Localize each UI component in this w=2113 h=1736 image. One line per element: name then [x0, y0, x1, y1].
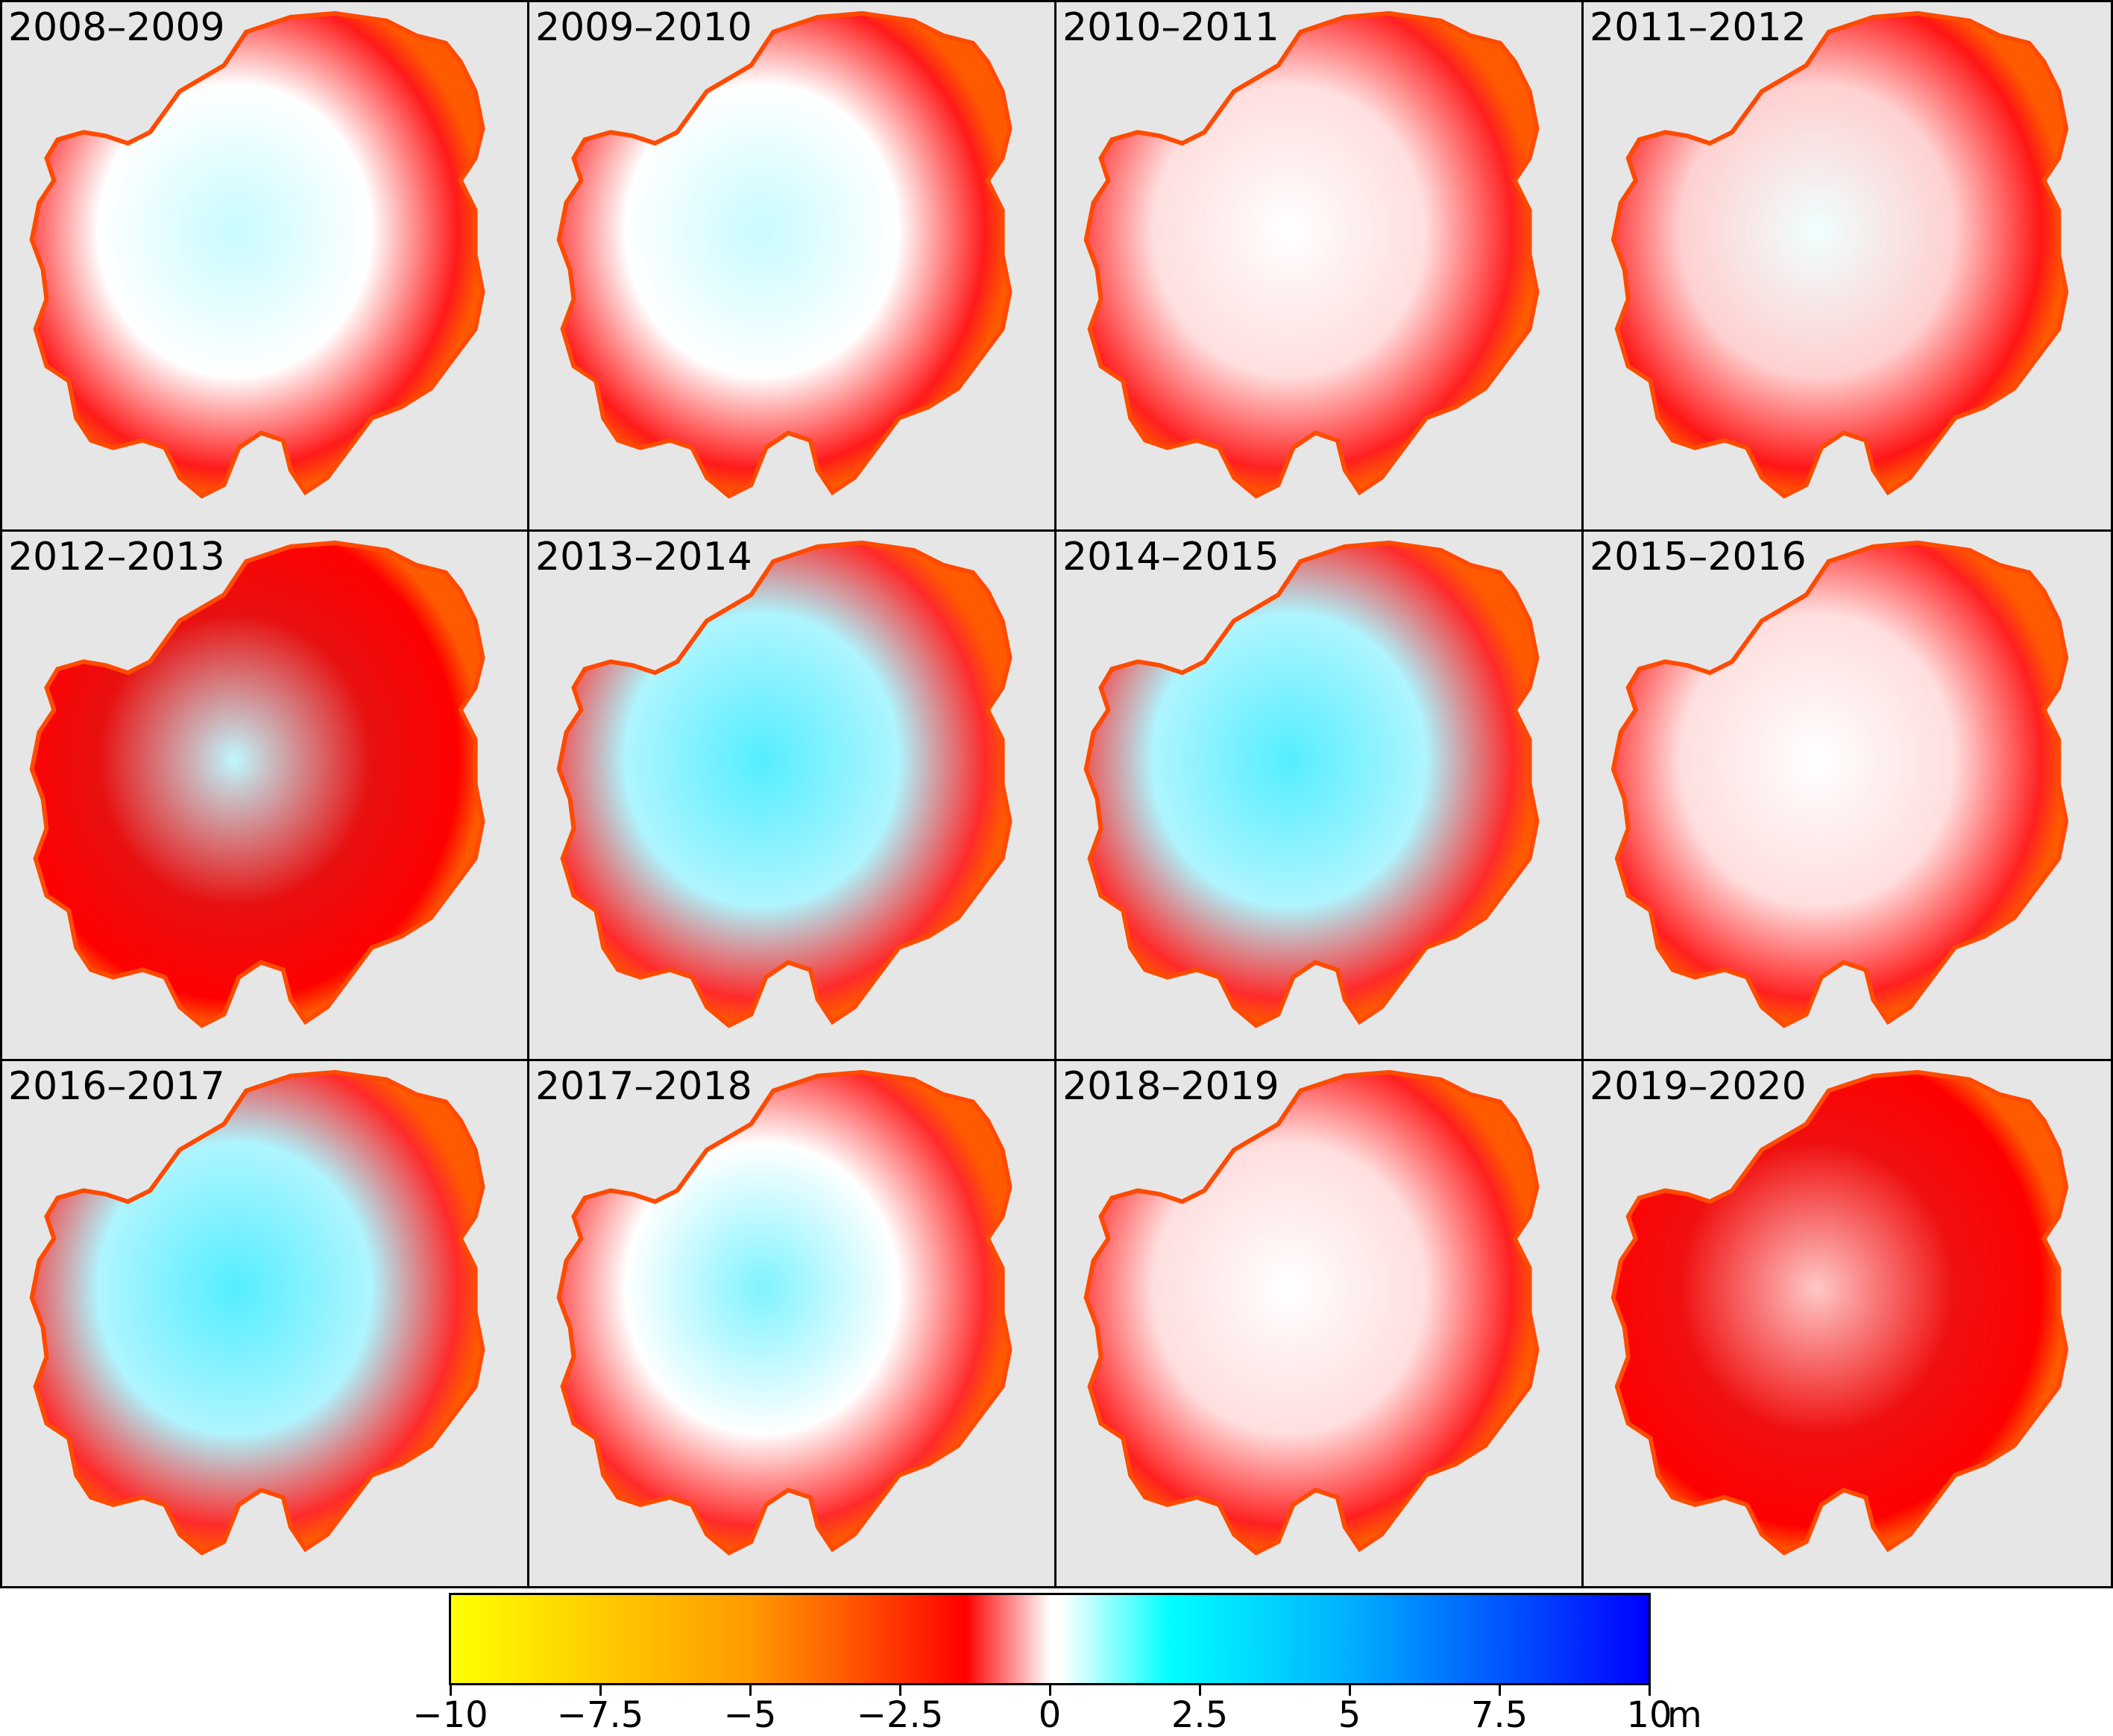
panel-label: 2012–2013	[8, 535, 225, 579]
ice-sheet-map	[29, 1069, 485, 1556]
ice-sheet-shape	[556, 540, 1013, 1028]
colorbar	[449, 1593, 1651, 1685]
colorbar-tick-label: −5	[723, 1694, 777, 1736]
map-panel-2018–2019: 2018–2019	[1054, 1059, 1584, 1588]
ice-sheet-shape	[1610, 1069, 2069, 1556]
ice-sheet-map	[1610, 540, 2069, 1028]
ice-sheet-shape	[1083, 10, 1540, 499]
colorbar-tick	[599, 1685, 602, 1696]
ice-sheet-map	[1610, 10, 2069, 499]
colorbar-unit: m	[1667, 1694, 1702, 1736]
ice-sheet-shape	[1083, 1069, 1540, 1556]
panel-label: 2019–2020	[1590, 1064, 1807, 1109]
ice-sheet-map	[556, 10, 1013, 499]
ice-sheet-map	[1083, 10, 1540, 499]
panel-label: 2015–2016	[1590, 535, 1807, 579]
colorbar-tick	[1049, 1685, 1051, 1696]
ice-sheet-shape	[556, 1069, 1013, 1556]
panel-label: 2017–2018	[535, 1064, 752, 1109]
map-panel-2015–2016: 2015–2016	[1581, 529, 2113, 1061]
ice-sheet-shape	[29, 10, 485, 499]
panel-label: 2010–2011	[1062, 5, 1279, 50]
ice-sheet-shape	[29, 1069, 485, 1556]
colorbar-tick	[1648, 1685, 1651, 1696]
map-panel-2012–2013: 2012–2013	[0, 529, 529, 1061]
colorbar-tick-label: 5	[1338, 1694, 1361, 1736]
map-panel-2009–2010: 2009–2010	[527, 0, 1056, 532]
colorbar-tick	[450, 1685, 452, 1696]
ice-sheet-map	[1610, 1069, 2069, 1556]
colorbar-tick	[1199, 1685, 1201, 1696]
map-panel-grid: 2008–2009 2009–2010 2010–2011 2011–2012 2012…	[0, 0, 2113, 1588]
panel-label: 2009–2010	[535, 5, 752, 50]
ice-sheet-map	[1083, 540, 1540, 1028]
ice-sheet-map	[29, 540, 485, 1028]
map-panel-2017–2018: 2017–2018	[527, 1059, 1056, 1588]
panel-label: 2018–2019	[1062, 1064, 1279, 1109]
panel-label: 2008–2009	[8, 5, 225, 50]
ice-sheet-shape	[1083, 540, 1540, 1028]
map-panel-2014–2015: 2014–2015	[1054, 529, 1584, 1061]
colorbar-tick-label: 7.5	[1470, 1694, 1528, 1736]
ice-sheet-map	[556, 540, 1013, 1028]
ice-sheet-map	[29, 10, 485, 499]
map-panel-2011–2012: 2011–2012	[1581, 0, 2113, 532]
colorbar-tick	[1349, 1685, 1351, 1696]
ice-sheet-shape	[1610, 540, 2069, 1028]
colorbar-tick	[1499, 1685, 1501, 1696]
colorbar-tick	[749, 1685, 752, 1696]
colorbar-tick-label: 10	[1626, 1694, 1672, 1736]
panel-label: 2011–2012	[1590, 5, 1807, 50]
panel-label: 2013–2014	[535, 535, 752, 579]
map-panel-2013–2014: 2013–2014	[527, 529, 1056, 1061]
map-panel-2010–2011: 2010–2011	[1054, 0, 1584, 532]
map-panel-2019–2020: 2019–2020	[1581, 1059, 2113, 1588]
colorbar-tick-label: −7.5	[556, 1694, 644, 1736]
colorbar-tick-label: 2.5	[1171, 1694, 1229, 1736]
ice-sheet-map	[1083, 1069, 1540, 1556]
panel-label: 2014–2015	[1062, 535, 1279, 579]
colorbar-tick-label: −2.5	[856, 1694, 944, 1736]
colorbar-tick	[899, 1685, 901, 1696]
ice-sheet-shape	[29, 540, 485, 1028]
ice-sheet-shape	[1610, 10, 2069, 499]
ice-sheet-map	[556, 1069, 1013, 1556]
colorbar-tick-label: −10	[412, 1694, 488, 1736]
colorbar-tick-label: 0	[1038, 1694, 1062, 1736]
map-panel-2008–2009: 2008–2009	[0, 0, 529, 532]
panel-label: 2016–2017	[8, 1064, 225, 1109]
ice-sheet-shape	[556, 10, 1013, 499]
map-panel-2016–2017: 2016–2017	[0, 1059, 529, 1588]
